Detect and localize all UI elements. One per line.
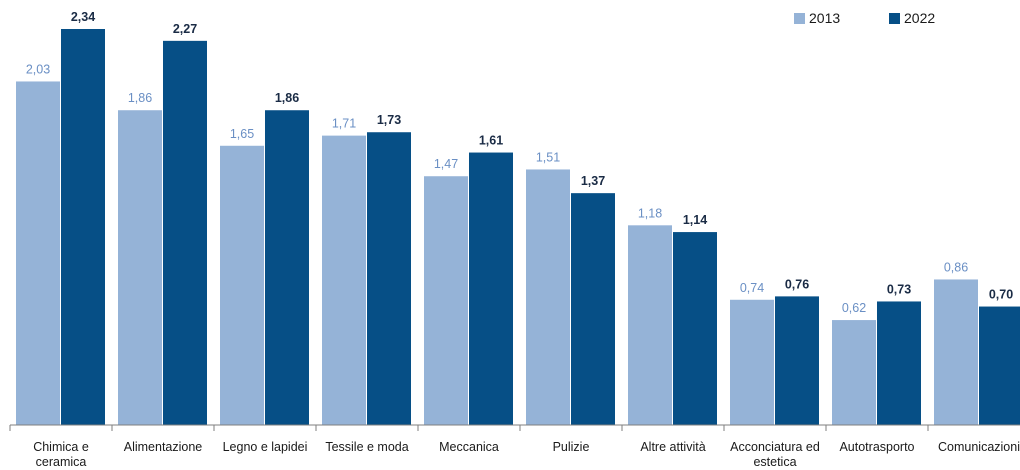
value-label-2013-6: 1,18	[638, 206, 662, 220]
legend-label-2013: 2013	[809, 10, 840, 26]
value-label-2013-2: 1,65	[230, 127, 254, 141]
value-label-2022-2: 1,86	[275, 91, 299, 105]
bar-2013-5	[526, 169, 570, 425]
value-label-2022-9: 0,70	[989, 288, 1013, 302]
value-label-2013-0: 2,03	[26, 62, 50, 76]
bar-2013-1	[118, 110, 162, 425]
legend-swatch-2022	[889, 13, 900, 24]
bar-2022-1	[163, 40, 207, 425]
value-label-2022-0: 2,34	[71, 10, 95, 24]
bar-2022-4	[469, 152, 513, 426]
bar-2013-3	[322, 135, 366, 425]
category-label-7: estetica	[753, 455, 796, 469]
bar-2013-7	[730, 299, 774, 425]
bar-2022-2	[265, 110, 309, 425]
category-label-1: Alimentazione	[124, 440, 203, 454]
legend-label-2022: 2022	[904, 10, 935, 26]
bar-2013-2	[220, 145, 264, 425]
bars-group	[16, 29, 1020, 426]
x-axis-ticks	[9, 425, 929, 431]
bar-2022-3	[367, 132, 411, 425]
legend: 2013 2022	[794, 10, 935, 26]
value-label-2022-8: 0,73	[887, 282, 911, 296]
bar-2013-0	[16, 81, 60, 425]
bar-2013-4	[424, 176, 468, 425]
value-label-2013-9: 0,86	[944, 260, 968, 274]
category-label-3: Tessile e moda	[325, 440, 408, 454]
value-label-2013-3: 1,71	[332, 117, 356, 131]
bar-2022-5	[571, 193, 615, 425]
bar-2013-6	[628, 225, 672, 425]
category-label-5: Pulizie	[553, 440, 590, 454]
value-label-2022-6: 1,14	[683, 213, 707, 227]
category-label-0: ceramica	[36, 455, 87, 469]
category-label-6: Altre attività	[640, 440, 705, 454]
value-label-2013-7: 0,74	[740, 281, 764, 295]
bar-2013-9	[934, 279, 978, 425]
value-label-2013-5: 1,51	[536, 150, 560, 164]
category-label-0: Chimica e	[33, 440, 89, 454]
category-label-7: Acconciatura ed	[730, 440, 820, 454]
category-label-2: Legno e lapidei	[223, 440, 308, 454]
category-label-4: Meccanica	[439, 440, 499, 454]
bar-2022-7	[775, 296, 819, 425]
value-label-2022-1: 2,27	[173, 22, 197, 36]
value-label-2013-8: 0,62	[842, 301, 866, 315]
value-label-2022-5: 1,37	[581, 174, 605, 188]
legend-swatch-2013	[794, 13, 805, 24]
bar-2022-6	[673, 232, 717, 425]
value-label-2022-4: 1,61	[479, 134, 503, 148]
bar-2022-0	[61, 29, 105, 425]
category-label-8: Autotrasporto	[839, 440, 914, 454]
bar-2022-9	[979, 306, 1020, 425]
value-labels-group: 2,03 2,34 1,86 2,27 1,65 1,86 1,71 1,73 1,47 1,61…	[26, 10, 1013, 315]
bar-2013-8	[832, 320, 876, 425]
value-label-2013-1: 1,86	[128, 91, 152, 105]
value-label-2022-7: 0,76	[785, 277, 809, 291]
value-label-2013-4: 1,47	[434, 157, 458, 171]
value-label-2022-3: 1,73	[377, 113, 401, 127]
bar-2022-8	[877, 301, 921, 425]
category-label-9: Comunicazioni	[938, 440, 1020, 454]
